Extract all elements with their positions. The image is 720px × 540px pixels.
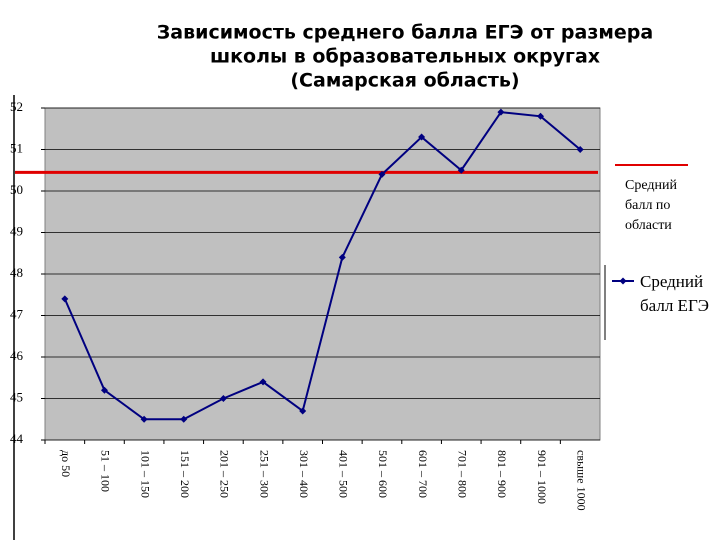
data-point [338,253,346,261]
x-tick-label: 51 – 100 [99,450,113,492]
x-tick-label: 401 – 500 [337,450,351,498]
data-point [299,407,307,415]
legend-label: Средний балл ЕГЭ [640,272,709,315]
y-tick-label: 45 [10,389,23,404]
chart-title: (Самарская область) [290,70,519,92]
x-tick-label: 151 – 200 [178,450,192,498]
y-tick-label: 48 [10,265,23,280]
x-tick-label: 701 – 800 [456,450,470,498]
x-tick-label: 801 – 900 [495,450,509,498]
x-tick-label: 301 – 400 [297,450,311,498]
y-tick-label: 44 [10,431,24,446]
data-point [100,386,108,394]
data-point [378,170,386,178]
y-tick-label: 50 [10,182,23,197]
chart-title: школы в образовательных округах [210,46,600,68]
y-tick-label: 51 [10,140,23,155]
data-point [259,378,267,386]
data-point [497,108,505,116]
data-point [537,112,545,120]
data-point [219,395,227,402]
data-point [576,146,584,153]
x-tick-label: 201 – 250 [218,450,232,498]
data-point [418,133,426,141]
x-tick-label: до 50 [59,450,73,477]
x-tick-label: 601 – 700 [416,450,430,498]
data-line [63,111,581,421]
x-tick-label: 901 – 1000 [535,450,549,504]
y-tick-label: 46 [10,348,24,363]
data-point [180,415,188,423]
x-tick-label: 101 – 150 [138,450,152,498]
y-tick-label: 52 [10,99,23,114]
y-tick-label: 47 [10,306,24,321]
data-point [140,415,148,423]
chart-title: Зависимость среднего балла ЕГЭ от размер… [157,22,653,44]
y-tick-label: 49 [10,223,23,238]
x-tick-label: 501 – 600 [376,450,390,498]
data-point [457,166,465,174]
x-tick-label: 251 – 300 [257,450,271,498]
legend-marker [619,277,627,285]
data-point [61,295,69,303]
reference-label: Средний балл по области [625,178,677,233]
x-tick-label: свыше 1000 [574,450,588,511]
